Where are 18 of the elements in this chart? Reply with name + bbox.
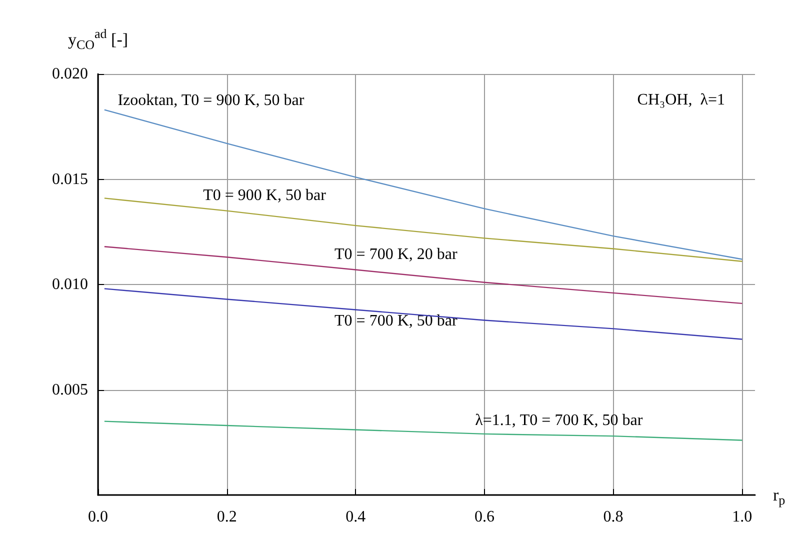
line-series <box>104 246 743 304</box>
y-tick-label: 0.020 <box>52 66 88 82</box>
series-label: Izooktan, T0 = 900 K, 50 bar <box>118 92 305 109</box>
x-tick-label: 0.4 <box>346 508 366 526</box>
y-tick-label: 0.010 <box>52 276 88 293</box>
x-tick-label: 0.6 <box>474 508 494 526</box>
line-series <box>104 288 743 340</box>
series-label: T0 = 700 K, 20 bar <box>334 246 458 264</box>
series-label: T0 = 900 K, 50 bar <box>203 186 327 204</box>
x-tick-label: 0.2 <box>216 508 237 526</box>
y-tick-label: 0.015 <box>52 170 88 188</box>
annotation: CH₃OH, λ=1 <box>637 92 726 108</box>
series-label: λ=1.1, T0 = 700 K, 50 bar <box>475 412 644 430</box>
line-series <box>104 109 743 260</box>
x-tick-label: 0.8 <box>603 508 624 526</box>
x-tick-label: 0.0 <box>88 508 108 526</box>
y-tick-label: 0.005 <box>52 381 88 398</box>
x-tick-label: 1.0 <box>732 508 752 526</box>
